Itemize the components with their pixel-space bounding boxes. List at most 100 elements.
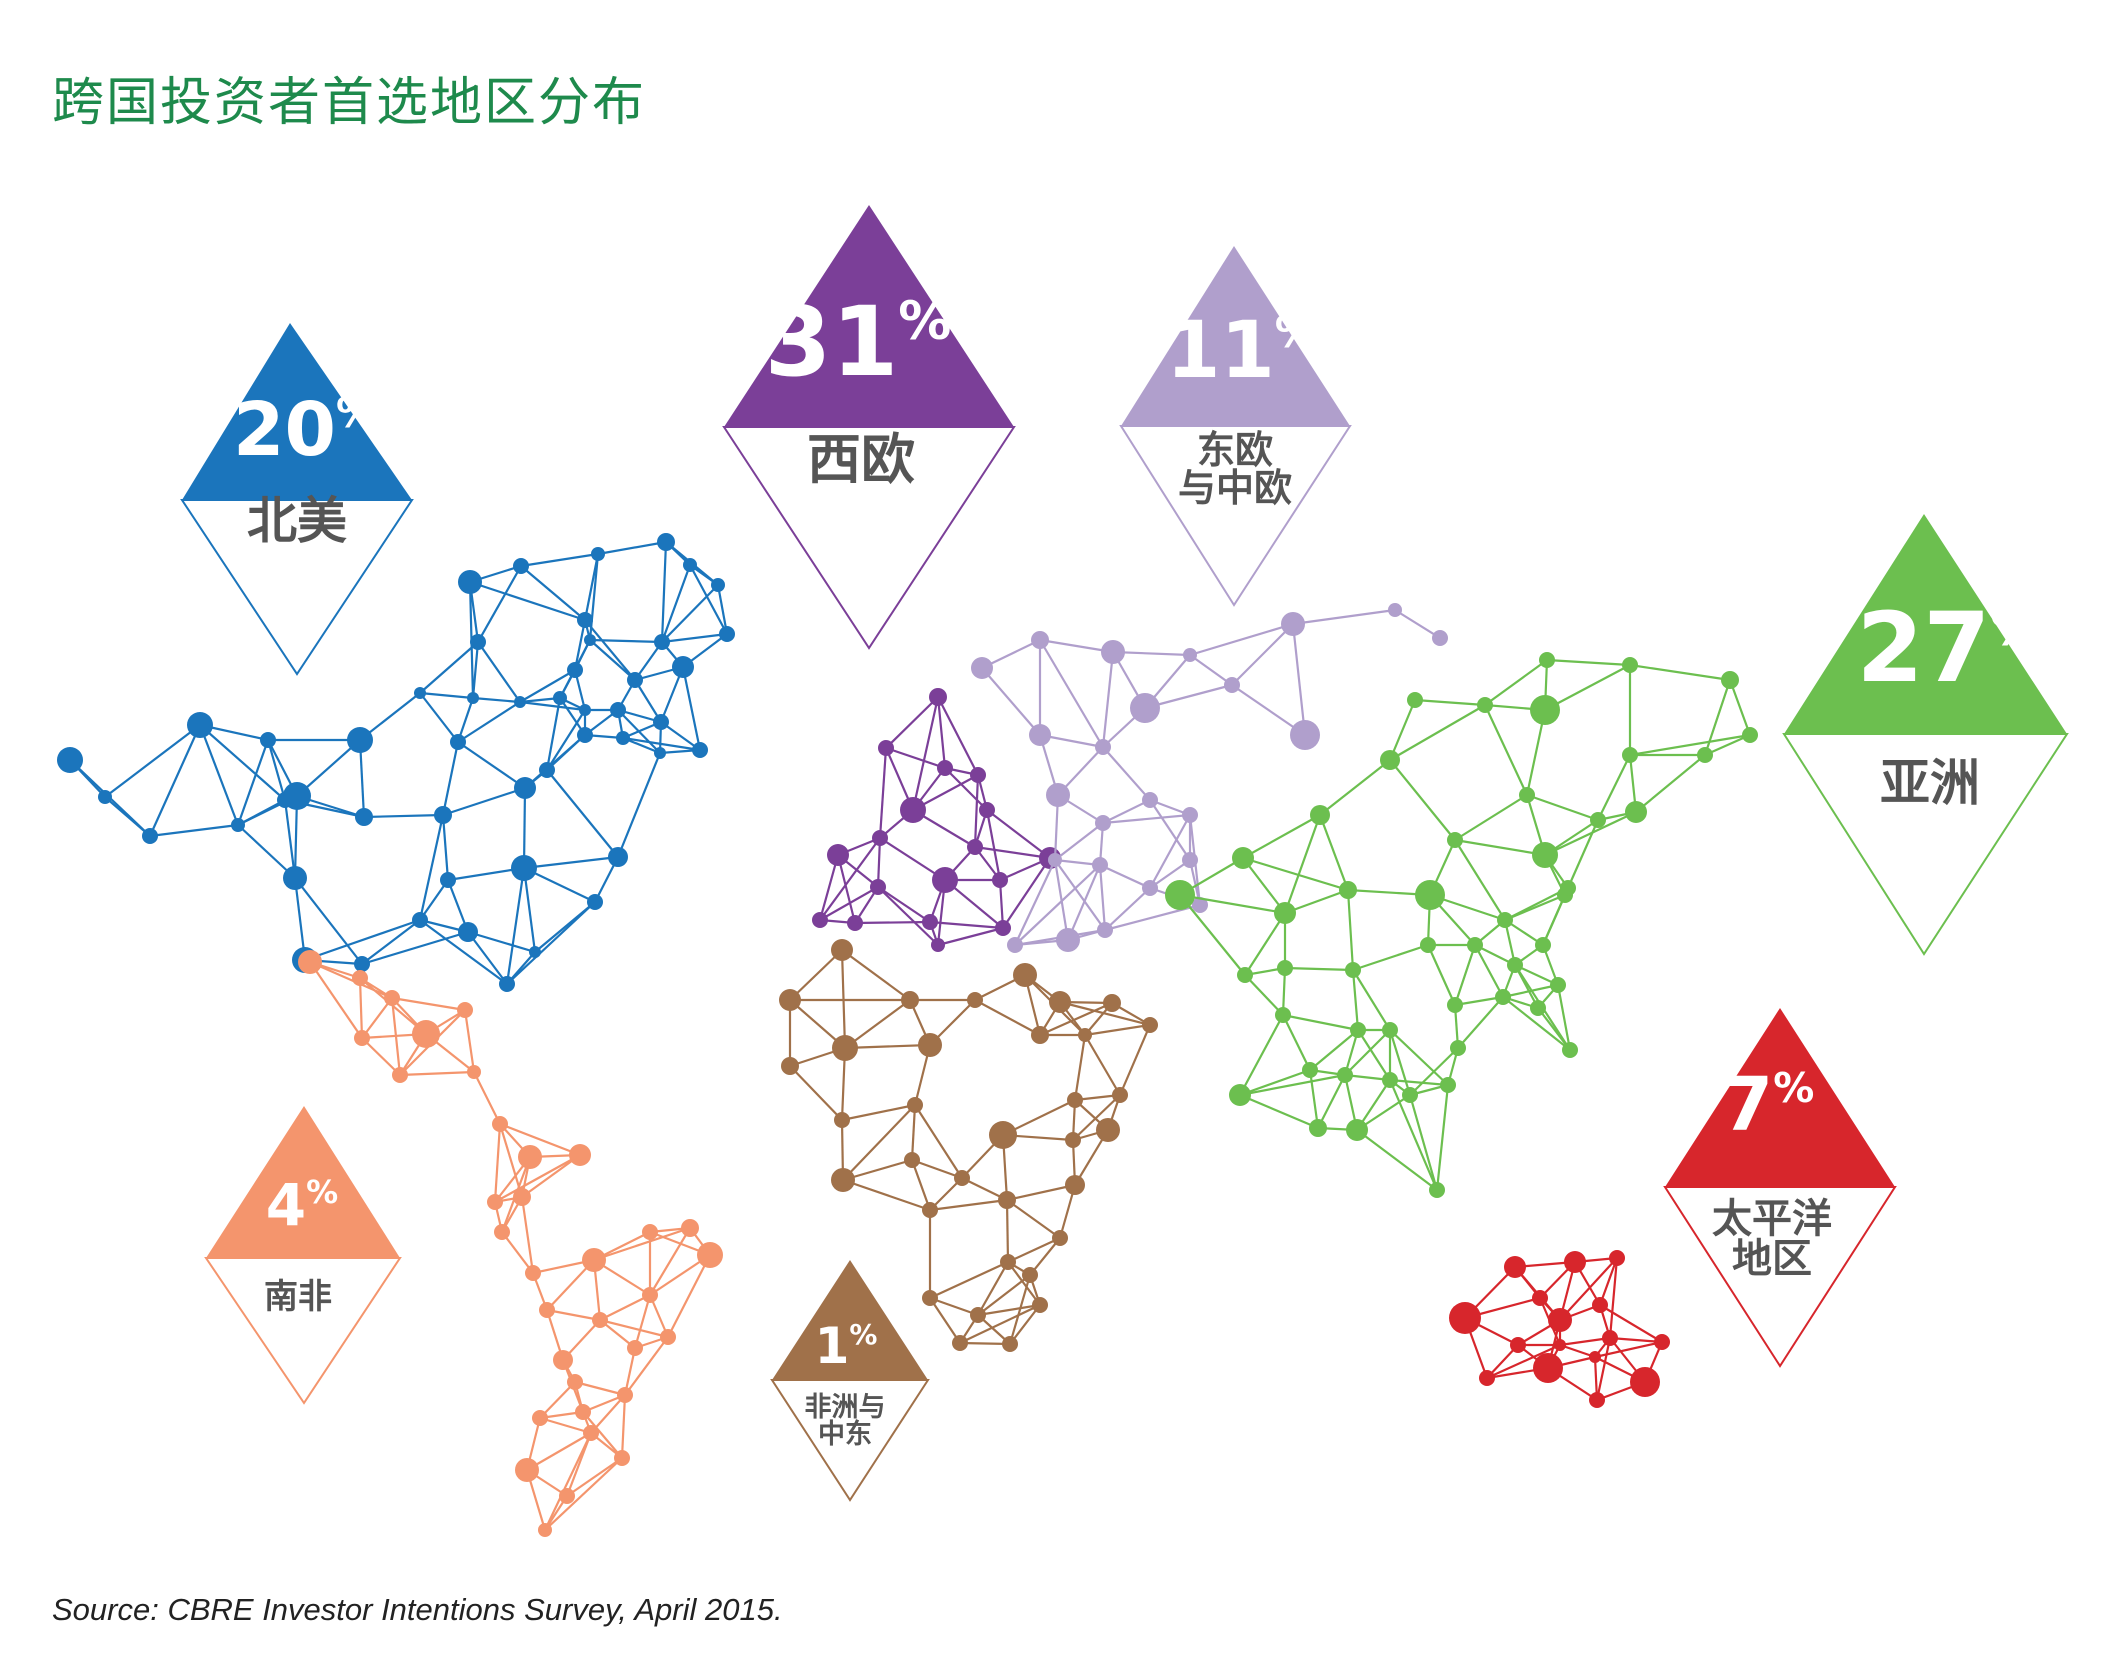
network-link: [1007, 1261, 1041, 1306]
network-link: [661, 632, 728, 644]
network-node: [1096, 1118, 1120, 1142]
network-node: [1337, 1067, 1353, 1083]
network-node: [450, 734, 466, 750]
network-node: [577, 727, 593, 743]
network-node: [971, 657, 993, 679]
network-link: [681, 666, 702, 751]
network-link: [199, 724, 286, 801]
network-node: [1112, 1087, 1128, 1103]
network-node: [412, 1020, 440, 1048]
network-link: [309, 960, 393, 1000]
network-node: [1101, 640, 1125, 664]
network-node: [567, 1374, 583, 1390]
network-link: [977, 1303, 1041, 1317]
network-node: [922, 914, 938, 930]
network-link: [818, 854, 840, 921]
network-node: [532, 1410, 548, 1426]
network-link: [985, 809, 1002, 881]
region-label: 西欧: [807, 428, 915, 491]
network-node: [1564, 1251, 1586, 1273]
network-link: [1356, 1129, 1438, 1191]
network-node: [513, 558, 529, 574]
network-link: [419, 879, 449, 921]
network-node: [1274, 902, 1296, 924]
network-node: [672, 656, 694, 678]
network-node: [1560, 880, 1576, 896]
network-link: [523, 867, 596, 903]
network-link: [566, 1457, 623, 1497]
network-link: [1002, 857, 1051, 929]
share-triangle: [182, 323, 412, 500]
network-link: [660, 541, 668, 643]
network-node: [1165, 880, 1195, 910]
network-node: [970, 1307, 986, 1323]
network-node: [779, 989, 801, 1011]
network-link: [620, 1394, 627, 1459]
network-link: [283, 799, 297, 879]
network-node: [998, 1191, 1016, 1209]
network-link: [1704, 733, 1751, 757]
network-node: [1046, 783, 1070, 807]
network-node: [1097, 922, 1113, 938]
network-link: [1566, 819, 1600, 889]
network-link: [929, 920, 1004, 930]
network-link: [104, 796, 151, 837]
network-link: [1099, 864, 1151, 889]
network-node: [654, 634, 670, 650]
network-link: [589, 638, 663, 644]
network-node: [653, 714, 669, 730]
network-link: [457, 741, 526, 789]
value-label: 20%: [233, 387, 377, 473]
region-marker-1: 31% 西欧: [722, 205, 1016, 650]
network-link: [885, 696, 939, 749]
share-triangle: [1784, 514, 2067, 734]
share-triangle: [1665, 1008, 1895, 1187]
network-node: [499, 976, 515, 992]
region-marker-2: 11% 东欧与中欧: [1119, 246, 1352, 607]
network-link: [959, 1304, 1041, 1344]
region-label: 北美: [247, 492, 347, 550]
network-node: [354, 1030, 370, 1046]
network-node: [347, 727, 373, 753]
network-node: [1065, 1175, 1085, 1195]
network-link: [716, 584, 729, 635]
network-link: [304, 918, 421, 962]
network-node: [681, 1219, 699, 1237]
network-link: [1502, 996, 1571, 1051]
network-2: [971, 603, 1448, 953]
network-node: [642, 1224, 658, 1240]
network-link: [589, 639, 636, 681]
network-link: [1231, 623, 1294, 686]
network-link: [1608, 1257, 1619, 1339]
network-link: [1098, 864, 1107, 931]
network-link: [519, 669, 576, 703]
region-label: 东欧与中欧: [1178, 428, 1292, 510]
network-link: [599, 1318, 669, 1339]
network-node: [1602, 1330, 1618, 1346]
network-6: [779, 939, 1158, 1352]
network-node: [583, 1425, 599, 1441]
network-link: [477, 565, 522, 643]
network-link: [1556, 984, 1572, 1051]
network-link: [1149, 799, 1191, 861]
network-link: [1149, 859, 1191, 889]
network-node: [1519, 787, 1535, 803]
network-link: [1351, 969, 1360, 1031]
network-node: [1095, 815, 1111, 831]
network-node: [1382, 1022, 1398, 1038]
label-triangle: [1119, 425, 1352, 607]
network-node: [683, 558, 697, 572]
network-link: [929, 1261, 1009, 1299]
network-node: [515, 1458, 539, 1482]
network-node: [610, 702, 626, 718]
network-link: [1007, 1237, 1061, 1263]
network-node: [392, 1067, 408, 1083]
value-label: 31%: [765, 286, 952, 398]
network-node: [1345, 962, 1361, 978]
network-node: [434, 806, 452, 824]
network-node: [922, 1202, 938, 1218]
network-link: [660, 721, 701, 751]
network-link: [361, 1037, 401, 1076]
network-link: [399, 1070, 475, 1077]
